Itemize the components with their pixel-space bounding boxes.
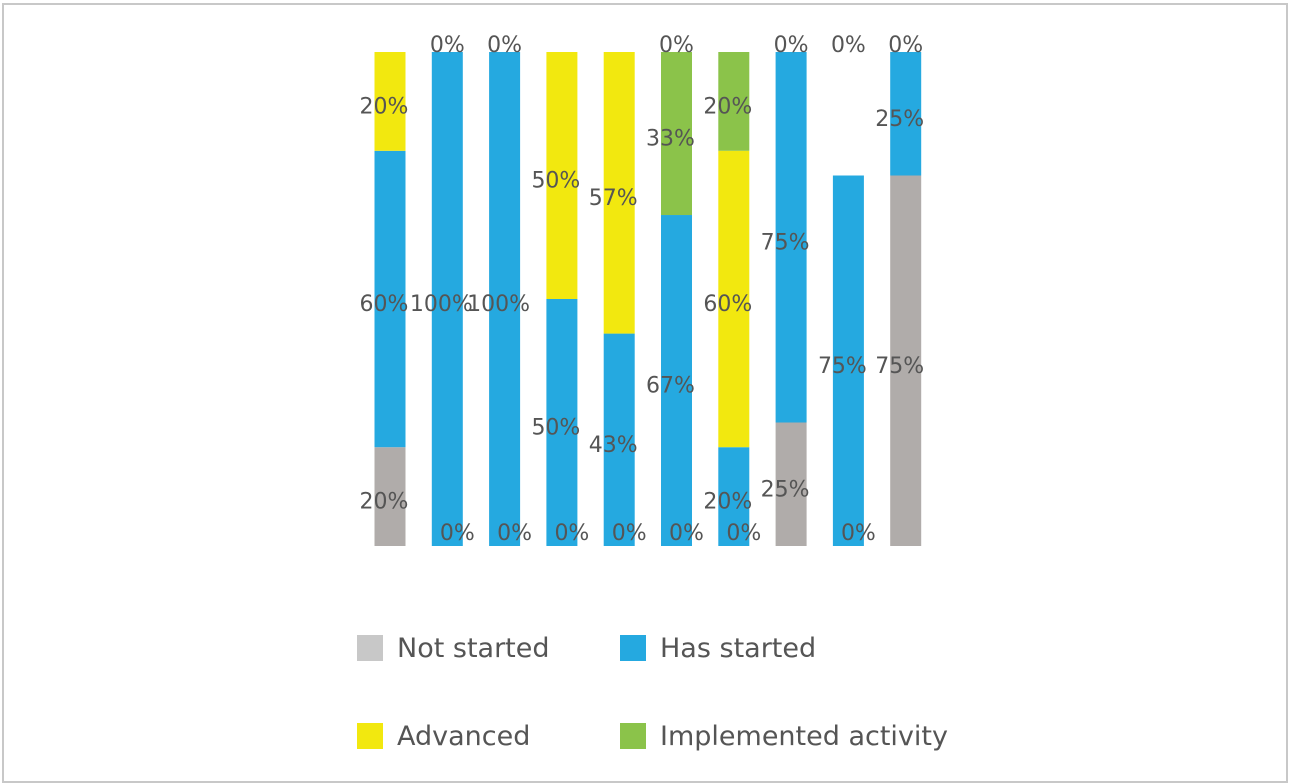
legend-label-not-started: Not started xyxy=(397,632,550,664)
bar-segment-advanced-4 xyxy=(546,52,578,299)
data-label-has-started-1: 60% xyxy=(360,292,409,317)
data-label-advanced-2: 0% xyxy=(430,33,465,58)
data-label-advanced-4: 50% xyxy=(531,169,580,194)
data-label-not-started-3: 0% xyxy=(497,521,532,546)
bar-segment-advanced-1 xyxy=(374,52,406,151)
bar-segment-has-started-4 xyxy=(546,299,578,546)
data-label-advanced-3: 0% xyxy=(487,33,522,58)
data-label-implemented-activity-6: 33% xyxy=(646,127,695,152)
legend-item-has-started: Has started xyxy=(620,628,816,668)
bar-segment-implemented-activity-7 xyxy=(718,52,750,151)
data-label-advanced-8: 0% xyxy=(774,33,809,58)
bar-segment-has-started-3 xyxy=(489,52,521,546)
data-label-has-started-7: 20% xyxy=(703,490,752,515)
data-label-implemented-activity-7: 20% xyxy=(703,94,752,119)
data-label-not-started-7: 0% xyxy=(726,521,761,546)
bar-segment-has-started-6 xyxy=(661,215,692,546)
data-label-not-started-9: 0% xyxy=(841,521,876,546)
data-label-has-started-6: 67% xyxy=(646,374,695,399)
data-label-has-started-8: 75% xyxy=(761,230,810,255)
legend-item-advanced: Advanced xyxy=(357,716,530,756)
bar-segment-advanced-5 xyxy=(603,52,635,334)
legend-swatch-implemented-activity xyxy=(620,723,646,749)
data-label-advanced-6: 0% xyxy=(659,33,694,58)
bar-segment-has-started-1 xyxy=(374,150,406,448)
legend-item-implemented-activity: Implemented activity xyxy=(620,716,948,756)
data-label-advanced-9: 0% xyxy=(831,33,866,58)
data-label-not-started-2: 0% xyxy=(440,521,475,546)
data-label-not-started-6: 0% xyxy=(669,521,704,546)
data-label-has-started-2: 100% xyxy=(410,292,473,317)
legend-item-not-started: Not started xyxy=(357,628,550,668)
bar-segment-implemented-activity-6 xyxy=(661,52,692,216)
data-label-advanced-10: 0% xyxy=(888,33,923,58)
legend-swatch-advanced xyxy=(357,723,383,749)
data-label-has-started-5: 43% xyxy=(589,433,638,458)
legend-label-implemented-activity: Implemented activity xyxy=(660,720,948,752)
data-label-not-started-1: 20% xyxy=(360,490,409,515)
data-label-advanced-7: 60% xyxy=(703,292,752,317)
bar-segment-not-started-8 xyxy=(775,422,807,546)
legend-label-has-started: Has started xyxy=(660,632,817,664)
legend-swatch-not-started xyxy=(357,635,383,661)
legend-swatch-has-started xyxy=(620,635,646,661)
bar-segment-has-started-9 xyxy=(832,175,864,546)
bar-segment-has-started-5 xyxy=(603,333,635,546)
data-label-not-started-8: 25% xyxy=(761,477,810,502)
stacked-bar-chart: 20% 60% 20% 0% 100% 0% 0% 100% 0% 0% 50% 50% 0% 43% 57… xyxy=(360,33,924,546)
bar-segment-not-started-1 xyxy=(374,447,406,546)
bar-segment-has-started-10 xyxy=(890,52,922,176)
bar-segment-has-started-7 xyxy=(718,447,750,546)
bar-segment-has-started-8 xyxy=(775,52,807,423)
data-label-has-started-3: 100% xyxy=(467,292,530,317)
bar-segment-advanced-7 xyxy=(718,150,750,448)
bar-segment-not-started-10 xyxy=(890,175,922,546)
legend-label-advanced: Advanced xyxy=(397,720,531,752)
data-label-not-started-10: 75% xyxy=(875,354,924,379)
data-label-not-started-4: 0% xyxy=(554,521,589,546)
data-label-not-started-5: 0% xyxy=(612,521,647,546)
data-label-has-started-10: 25% xyxy=(875,107,924,132)
data-label-advanced-1: 20% xyxy=(360,94,409,119)
data-label-has-started-9: 75% xyxy=(818,354,867,379)
data-label-has-started-4: 50% xyxy=(531,416,580,441)
data-label-advanced-5: 57% xyxy=(589,186,638,211)
bar-segment-has-started-2 xyxy=(431,52,463,546)
